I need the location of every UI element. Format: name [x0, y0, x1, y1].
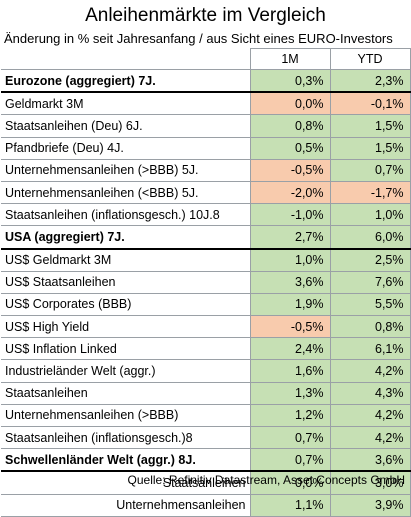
value-1m: 0,8% [249, 114, 331, 138]
value-1m: 0,5% [249, 136, 331, 160]
row-label: Staatsanleihen (inflationsgesch.) 10J.8 [1, 203, 251, 227]
value-1m: 0,7% [249, 425, 331, 450]
value-ytd: 5,5% [329, 292, 411, 317]
value-1m: 1,1% [249, 493, 331, 517]
row-label: Unternehmensanleihen [1, 493, 251, 517]
row-label: Unternehmensanleihen (>BBB) [1, 403, 251, 428]
table-row: US$ Staatsanleihen 3,6% 7,6% [1, 270, 411, 294]
value-1m: 1,6% [249, 359, 331, 383]
value-ytd: 4,2% [329, 425, 411, 450]
table-row: Unternehmensanleihen (<BBB) 5J. -2,0% -1… [1, 180, 411, 205]
value-ytd: 2,5% [329, 248, 411, 272]
subtitle: Änderung in % seit Jahresanfang / aus Si… [4, 31, 393, 46]
table-header: 1M YTD [1, 48, 411, 70]
value-1m: 0,7% [249, 448, 331, 473]
value-ytd: 4,2% [329, 403, 411, 428]
table-row: Unternehmensanleihen (>BBB) 5J. -0,5% 0,… [1, 158, 411, 182]
table-row: US$ Inflation Linked 2,4% 6,1% [1, 337, 411, 361]
row-label: Schwellenländer Welt (aggr.) 8J. [1, 448, 251, 473]
table-row: Staatsanleihen (Deu) 6J. 0,8% 1,5% [1, 114, 411, 138]
row-label: US$ Inflation Linked [1, 337, 251, 361]
table-row: Staatsanleihen 1,3% 4,3% [1, 381, 411, 405]
value-ytd: 0,7% [329, 158, 411, 182]
table-row: Schwellenländer Welt (aggr.) 8J. 0,7% 3,… [1, 448, 411, 473]
table-row: US$ High Yield -0,5% 0,8% [1, 315, 411, 339]
table-row: Staatsanleihen (inflationsgesch.) 10J.8 … [1, 203, 411, 227]
value-1m: 1,9% [249, 292, 331, 317]
value-ytd: 0,8% [329, 315, 411, 339]
value-ytd: -0,1% [329, 91, 411, 116]
row-label: US$ Geldmarkt 3M [1, 248, 251, 272]
row-label: Unternehmensanleihen (>BBB) 5J. [1, 158, 251, 182]
row-label: Staatsanleihen (inflationsgesch.)8 [1, 425, 251, 450]
page-title: Anleihenmärkte im Vergleich [85, 5, 326, 26]
header-1m: 1M [249, 48, 331, 70]
table-row: Unternehmensanleihen (>BBB) 1,2% 4,2% [1, 403, 411, 428]
bond-table: 1M YTD Eurozone (aggregiert) 7J. 0,3% 2,… [1, 48, 411, 517]
row-label: US$ High Yield [1, 315, 251, 339]
row-label: Staatsanleihen (Deu) 6J. [1, 114, 251, 138]
value-ytd: 4,2% [329, 359, 411, 383]
value-ytd: 2,3% [329, 69, 411, 94]
value-ytd: 4,3% [329, 381, 411, 405]
value-1m: 2,7% [249, 225, 331, 250]
table-row: Geldmarkt 3M 0,0% -0,1% [1, 91, 411, 116]
value-ytd: -1,7% [329, 180, 411, 205]
value-ytd: 3,9% [329, 493, 411, 517]
row-label: USA (aggregiert) 7J. [1, 225, 251, 250]
row-label: Geldmarkt 3M [1, 91, 251, 116]
row-label: Unternehmensanleihen (<BBB) 5J. [1, 180, 251, 205]
source-note: Quelle: Refinitiv Datastream, Asset Conc… [127, 473, 405, 487]
value-ytd: 1,5% [329, 114, 411, 138]
table-row: Unternehmensanleihen 1,1% 3,9% [1, 493, 411, 517]
value-ytd: 3,0% [329, 470, 411, 495]
value-1m: 1,2% [249, 403, 331, 428]
value-ytd: 6,0% [329, 225, 411, 250]
header-label [1, 48, 251, 70]
row-label: Eurozone (aggregiert) 7J. [1, 69, 251, 94]
table-row: Staatsanleihen (inflationsgesch.)8 0,7% … [1, 425, 411, 450]
row-label: Pfandbriefe (Deu) 4J. [1, 136, 251, 160]
value-1m: -0,5% [249, 315, 331, 339]
value-1m: 3,6% [249, 270, 331, 294]
value-1m: -1,0% [249, 203, 331, 227]
value-1m: 1,3% [249, 381, 331, 405]
table-row: USA (aggregiert) 7J. 2,7% 6,0% [1, 225, 411, 250]
table-row: US$ Geldmarkt 3M 1,0% 2,5% [1, 248, 411, 272]
value-ytd: 1,0% [329, 203, 411, 227]
table-row: US$ Corporates (BBB) 1,9% 5,5% [1, 292, 411, 317]
header-ytd: YTD [329, 48, 411, 70]
value-ytd: 1,5% [329, 136, 411, 160]
row-label: Staatsanleihen [1, 381, 251, 405]
table-row: Staatsanleihen 0,0% 3,0% [1, 470, 411, 495]
value-1m: 0,0% [249, 470, 331, 495]
value-ytd: 7,6% [329, 270, 411, 294]
value-1m: 0,3% [249, 69, 331, 94]
table-row: Industrieländer Welt (aggr.) 1,6% 4,2% [1, 359, 411, 383]
row-label: US$ Staatsanleihen [1, 270, 251, 294]
value-ytd: 3,6% [329, 448, 411, 473]
value-ytd: 6,1% [329, 337, 411, 361]
row-label: Industrieländer Welt (aggr.) [1, 359, 251, 383]
value-1m: 1,0% [249, 248, 331, 272]
table-row: Eurozone (aggregiert) 7J. 0,3% 2,3% [1, 69, 411, 94]
value-1m: -2,0% [249, 180, 331, 205]
value-1m: 0,0% [249, 91, 331, 116]
row-label: US$ Corporates (BBB) [1, 292, 251, 317]
value-1m: 2,4% [249, 337, 331, 361]
value-1m: -0,5% [249, 158, 331, 182]
table-row: Pfandbriefe (Deu) 4J. 0,5% 1,5% [1, 136, 411, 160]
